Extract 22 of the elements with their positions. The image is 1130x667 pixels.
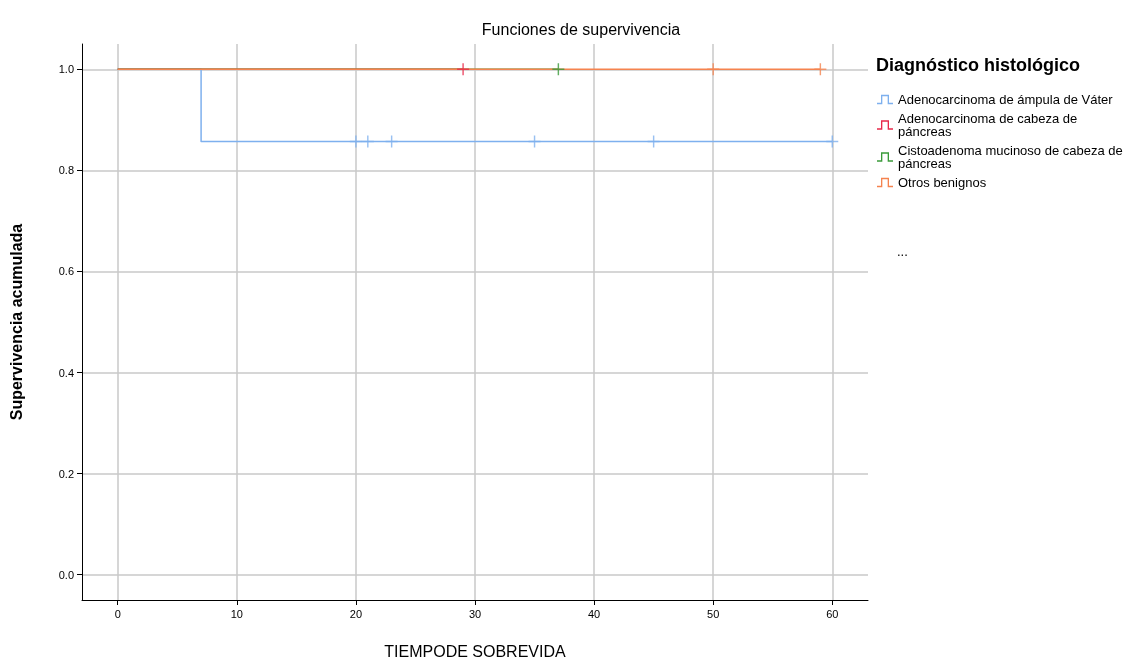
x-tick-label: 30 — [468, 607, 482, 620]
legend-title: Diagnóstico histológico — [876, 55, 1081, 75]
x-axis-title: TIEMPODE SOBREVIDA — [384, 642, 567, 660]
y-tick-label: 0.2 — [58, 467, 74, 480]
legend-label: Otros benignos — [898, 175, 987, 190]
x-tick-label: 50 — [707, 607, 720, 620]
x-tick-label: 10 — [230, 607, 243, 620]
chart-title: Funciones de supervivencia — [481, 20, 681, 38]
text: ... — [897, 244, 908, 259]
y-tick-label: 0.8 — [58, 164, 74, 177]
legend-label: Cistoadenoma mucinoso de cabeza de páncreas — [898, 143, 1127, 171]
legend-label: Adenocarcinoma de cabeza de páncreas — [898, 111, 1081, 139]
x-tick-label: 60 — [826, 607, 839, 620]
y-tick-label: 0.0 — [58, 568, 74, 581]
y-axis-title: Supervivencia acumulada — [7, 223, 25, 421]
y-tick-label: 1.0 — [58, 63, 74, 76]
x-tick-label: 0 — [114, 607, 121, 620]
x-tick-label: 20 — [349, 607, 363, 620]
legend-label: Adenocarcinoma de ámpula de Váter — [898, 92, 1114, 107]
x-tick-label: 40 — [587, 607, 601, 620]
y-tick-label: 0.6 — [58, 265, 74, 278]
y-tick-label: 0.4 — [58, 366, 74, 379]
